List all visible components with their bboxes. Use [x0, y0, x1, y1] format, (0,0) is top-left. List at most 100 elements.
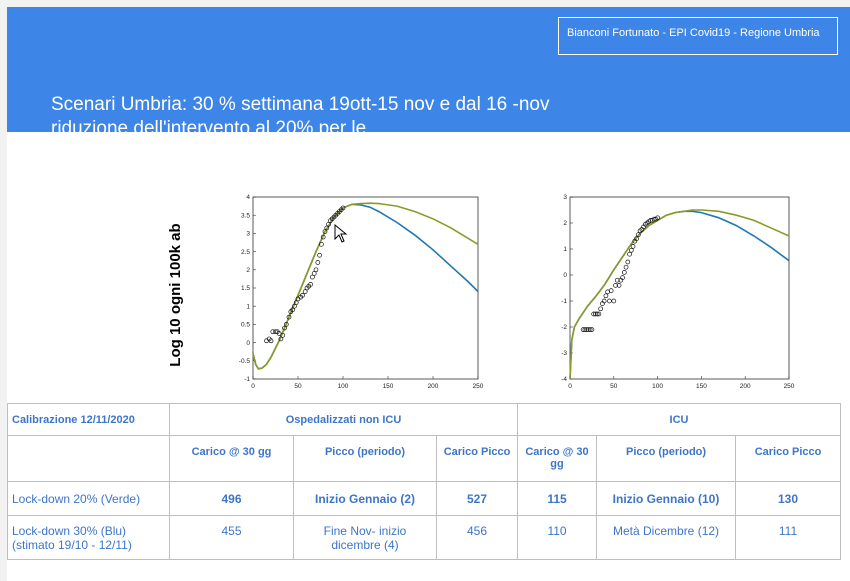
y-tick-label: 3: [563, 194, 567, 201]
y-tick-label: 2: [563, 220, 567, 227]
x-tick-label: 200: [740, 383, 751, 390]
data-point: [591, 311, 597, 317]
series-line-0: [252, 203, 479, 370]
table-header-row: Calibrazione 12/11/2020 Ospedalizzati no…: [7, 403, 842, 436]
y-tick-label: 3.5: [241, 212, 250, 219]
table-cell: 496: [169, 481, 294, 516]
column-header: Picco (periodo): [596, 435, 737, 482]
group-non-icu-header: Ospedalizzati non ICU: [168, 403, 519, 436]
data-point: [587, 327, 593, 332]
data-point: [310, 274, 315, 280]
mouse-cursor-icon: [334, 224, 348, 243]
data-point: [317, 252, 322, 258]
chart-right: 0 50 100 150 200 250 -4 -3 -2 -1 0 1 2 3: [561, 194, 795, 390]
data-point: [290, 307, 295, 313]
author-box: Bianconi Fortunato - EPI Covid19 - Regio…: [558, 17, 838, 55]
y-tick-label: 3: [246, 231, 250, 238]
row-label: Lock-down 20% (Verde): [7, 481, 170, 516]
data-point: [586, 327, 591, 332]
y-tick-label: 1.5: [241, 285, 250, 292]
data-point: [634, 236, 639, 241]
data-point: [319, 241, 324, 247]
data-point: [613, 283, 618, 288]
data-point: [580, 327, 586, 332]
data-point: [589, 327, 595, 332]
x-tick-label: 150: [383, 383, 394, 390]
data-point: [320, 234, 326, 240]
data-point: [584, 327, 589, 332]
data-point: [340, 205, 346, 211]
data-point: [270, 329, 276, 335]
column-header: Picco (periodo): [293, 435, 437, 482]
data-point: [603, 293, 609, 299]
y-tick-label: 1: [246, 303, 250, 310]
data-point: [630, 244, 636, 249]
data-point: [283, 322, 289, 327]
y-tick-label: -1: [561, 298, 567, 305]
y-tick-label: -3: [561, 350, 567, 357]
table-cell: Fine Nov- inizio dicembre (4): [293, 515, 437, 560]
table-cell: 130: [735, 481, 842, 516]
data-point: [286, 314, 292, 320]
table-cell: Inizio Gennaio (10): [596, 481, 737, 516]
table-cell: 527: [435, 481, 519, 516]
data-point: [324, 225, 330, 231]
data-point: [300, 292, 305, 298]
table-cell: Inizio Gennaio (2): [293, 481, 437, 516]
table-cell: Metà Dicembre (12): [596, 515, 737, 560]
row-label: Lock-down 30% (Blu) (stimato 19/10 - 12/…: [7, 515, 170, 560]
data-point: [273, 329, 278, 335]
column-header: Carico @ 30 gg: [169, 435, 294, 482]
table-row: Lock-down 20% (Verde) 496 Inizio Gennaio…: [7, 481, 842, 516]
data-point: [594, 311, 600, 317]
data-point: [280, 332, 286, 338]
data-point: [308, 282, 313, 287]
data-point: [601, 298, 607, 304]
data-point: [627, 251, 632, 257]
series-line-1: [252, 202, 479, 370]
data-point: [582, 327, 588, 332]
data-point: [313, 267, 319, 273]
x-tick-label: 0: [251, 383, 255, 390]
y-tick-label: 0: [246, 340, 250, 347]
results-table: Calibrazione 12/11/2020 Ospedalizzati no…: [7, 403, 842, 560]
table-cell: 456: [435, 515, 519, 560]
data-point: [616, 283, 622, 288]
data-point: [635, 232, 641, 238]
data-point: [611, 298, 617, 304]
y-tick-label: -2: [561, 324, 567, 331]
x-tick-label: 250: [784, 383, 795, 390]
y-tick-label: -1: [244, 376, 250, 383]
table-cell: 110: [517, 515, 598, 560]
data-point: [268, 338, 274, 344]
data-point: [326, 221, 331, 227]
column-header: Carico @ 30 gg: [517, 435, 598, 482]
data-point: [315, 260, 321, 265]
data-point: [293, 300, 299, 305]
data-point: [607, 298, 612, 304]
table-subheader-row: Carico @ 30 gg Picco (periodo) Carico Pi…: [7, 435, 842, 482]
x-tick-label: 150: [696, 383, 707, 390]
table-row: Lock-down 30% (Blu) (stimato 19/10 - 12/…: [7, 515, 842, 560]
y-tick-label: 1: [563, 246, 567, 253]
data-point: [593, 311, 598, 317]
x-tick-label: 0: [568, 383, 572, 390]
data-point: [311, 271, 317, 276]
y-tick-label: 2: [246, 267, 250, 274]
data-point: [608, 288, 614, 293]
x-tick-label: 100: [652, 383, 663, 390]
data-point: [614, 277, 620, 283]
slide-title: Scenari Umbria: 30 % settimana 19ott-15 …: [51, 94, 550, 132]
calibration-cell: Calibrazione 12/11/2020: [7, 403, 170, 436]
data-point: [302, 289, 308, 294]
x-tick-label: 200: [428, 383, 439, 390]
data-point: [621, 270, 627, 275]
y-tick-label: -4: [561, 376, 567, 383]
slide-header: Bianconi Fortunato - EPI Covid19 - Regio…: [7, 7, 850, 132]
data-point: [623, 264, 629, 270]
y-tick-label: 2.5: [241, 249, 250, 256]
y-tick-label: 0: [563, 272, 567, 279]
data-point: [655, 215, 660, 221]
data-point: [282, 325, 287, 331]
x-tick-label: 250: [473, 383, 484, 390]
